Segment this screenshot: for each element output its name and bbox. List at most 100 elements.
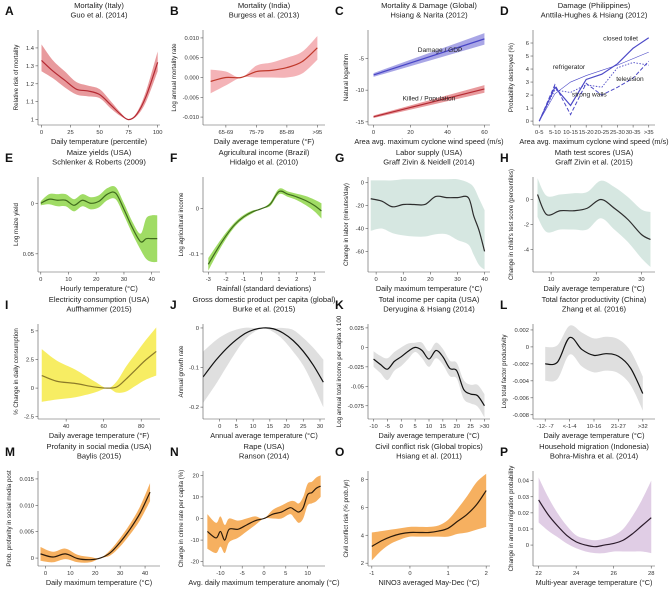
annotation: strong walls [572, 91, 608, 98]
panel-letter: B [170, 4, 179, 18]
x-tick-label: <-1-4 [563, 424, 577, 430]
chart-title: Hsiang et al. (2011) [396, 452, 462, 461]
x-tick-label: 2 [295, 277, 298, 283]
x-axis-label: Daily average temperature (°F) [49, 431, 149, 440]
x-tick-label: 40 [444, 130, 450, 136]
x-tick-label: 30 [121, 277, 127, 283]
chart-title: Agricultural income (Brazil) [219, 148, 310, 157]
x-tick-label: 10-15 [563, 130, 578, 136]
panel-i: I Electricity consumption (USA)Auffhammer… [5, 295, 160, 440]
panel-o: O Civil conflict risk (Global tropics)Hsi… [335, 442, 490, 587]
x-tick-label: 10-16 [587, 424, 602, 430]
panel-p: P Household migration (Indonesia)Bohra-Mi… [500, 442, 655, 587]
panel-letter: I [5, 298, 8, 312]
y-tick-label: 0.000 [184, 76, 199, 82]
y-tick-label: -0.05 [351, 384, 364, 390]
y-tick-label: -0.2 [189, 405, 199, 411]
x-tick-label: 10 [426, 424, 432, 430]
series-line [538, 62, 649, 122]
series-line [538, 51, 649, 122]
x-tick-label: 10 [65, 277, 71, 283]
series-line [373, 38, 485, 76]
plot-area [538, 477, 652, 554]
panel-letter: C [335, 4, 344, 18]
y-tick-label: -40 [356, 227, 364, 233]
series-line [538, 499, 652, 548]
y-tick-label: 0.05 [23, 252, 34, 258]
x-tick-label: -2 [223, 277, 228, 283]
panel-h: H Math test scores (USA)Graff Zivin et al… [500, 148, 655, 293]
confidence-band [210, 35, 318, 94]
chart-title: Baylis (2015) [77, 452, 122, 461]
chart-title: Civil conflict risk (Global tropics) [375, 442, 483, 451]
x-tick-label: 40 [142, 571, 148, 577]
y-tick-label: 0.002 [514, 328, 529, 334]
chart-title: Auffhammer (2015) [66, 305, 132, 314]
series-line [370, 195, 486, 252]
y-tick-label: 1 [526, 106, 529, 112]
x-tick-label: 40 [481, 277, 487, 283]
x-tick-label: 0-5 [535, 130, 543, 136]
plot-area [370, 179, 486, 270]
x-tick-label: 40 [63, 424, 69, 430]
x-tick-label: 60 [100, 424, 106, 430]
chart-title: Hsiang & Narita (2012) [390, 11, 468, 20]
y-tick-label: -4 [524, 248, 530, 254]
x-tick-label: 0 [218, 424, 221, 430]
x-tick-label: 0 [400, 424, 403, 430]
x-tick-label: 15-20 [579, 130, 594, 136]
series-line [41, 351, 157, 389]
x-tick-label: 2 [485, 571, 488, 577]
chart-title: Total income per capita (USA) [379, 295, 480, 304]
chart-title: Rape (USA) [244, 442, 285, 451]
panel-letter: P [500, 445, 508, 459]
y-tick-label: 1.3 [26, 64, 34, 70]
chart-title: Burgess et al. (2013) [229, 11, 300, 20]
chart-title: Schlenker & Roberts (2009) [52, 158, 146, 167]
x-axis-label: Multi-year average temperature (°C) [536, 578, 653, 587]
x-tick-label: 20 [454, 424, 460, 430]
y-tick-label: 2 [526, 93, 529, 99]
y-tick-label: 3 [526, 80, 529, 86]
y-tick-label: 0 [31, 556, 34, 562]
y-tick-label: 0 [526, 119, 529, 125]
y-tick-label: 0 [31, 201, 34, 207]
series-line [373, 88, 485, 118]
panel-d: D Damage (Philippines)Anttila-Hughes & Hs… [500, 1, 669, 146]
chart-title: Gross domestic product per capita (globa… [192, 295, 336, 304]
y-tick-label: -0.1 [189, 252, 199, 258]
panel-letter: K [335, 298, 344, 312]
chart-title: Zhang et al. (2016) [562, 305, 627, 314]
x-axis-label: Annual average temperature (°C) [210, 431, 318, 440]
x-tick-label: 30-35 [626, 130, 641, 136]
chart-title: Graff Zivin & Neidell (2014) [383, 158, 475, 167]
y-axis-label: Change in child's test score (percentile… [508, 169, 515, 280]
panel-letter: M [5, 445, 15, 459]
x-tick-label: 25-30 [610, 130, 625, 136]
confidence-band [370, 179, 485, 270]
y-tick-label: -0.006 [513, 396, 529, 402]
x-tick-label: 15 [267, 424, 273, 430]
y-axis-label: Log total factor productivity [501, 334, 508, 409]
x-tick-label: 25 [300, 424, 306, 430]
series-line [210, 47, 318, 83]
x-tick-label: -10 [369, 424, 377, 430]
x-tick-label: 1 [277, 277, 280, 283]
y-tick-label: -20 [191, 560, 199, 566]
panel-g: G Labor supply (USA)Graff Zivin & Neidell… [335, 148, 490, 293]
chart-title: Damage (Philippines) [558, 1, 631, 10]
panel-e: E Maize yields (USA)Schlenker & Roberts (… [5, 148, 160, 293]
x-tick-label: -12- -7 [537, 424, 554, 430]
panel-j: J Gross domestic product per capita (glob… [170, 295, 336, 440]
x-axis-label: Daily average temperature (°F) [214, 137, 314, 146]
x-tick-label: 1 [446, 571, 449, 577]
x-tick-label: 0 [40, 130, 43, 136]
x-axis-label: NINO3 averaged May-Dec (°C) [378, 578, 479, 587]
x-tick-label: 100 [153, 130, 163, 136]
y-axis-label: Change in crime rate per capita (%) [178, 470, 185, 568]
y-tick-label: 0 [361, 181, 364, 187]
x-tick-label: 20 [93, 277, 99, 283]
panel-letter: J [170, 298, 177, 312]
plot-area [371, 473, 487, 561]
x-tick-label: -3 [206, 277, 211, 283]
